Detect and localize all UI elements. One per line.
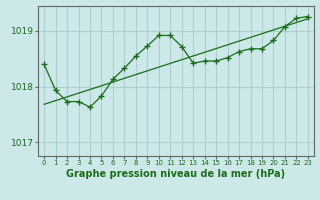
X-axis label: Graphe pression niveau de la mer (hPa): Graphe pression niveau de la mer (hPa) <box>67 169 285 179</box>
